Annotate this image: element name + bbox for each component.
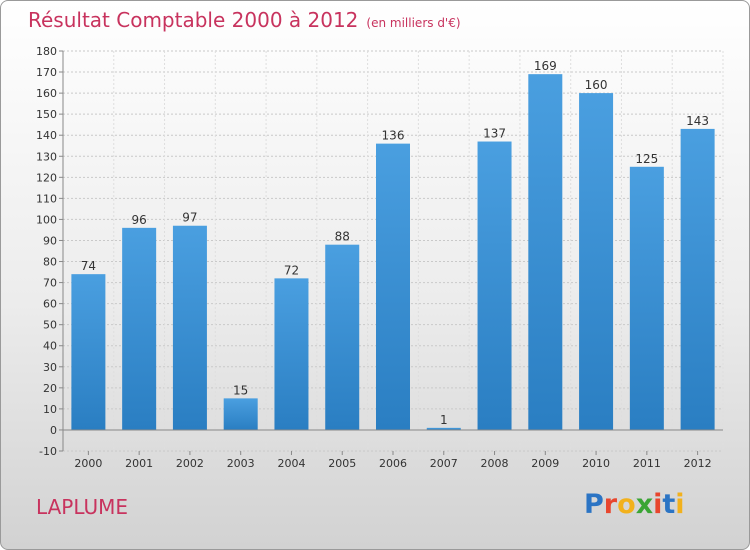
labels: -10 0 10 20 30 40 50 60 70 80 90 100 110 120 130 140 150… (36, 45, 712, 470)
bar (579, 93, 614, 430)
y-tick-label: 0 (50, 424, 57, 437)
y-tick-label: 130 (36, 150, 57, 163)
logo-letter: o (617, 489, 636, 520)
y-tick-label: 40 (43, 340, 57, 353)
logo-letter: t (662, 489, 676, 520)
bar (528, 74, 563, 430)
y-tick-label: 140 (36, 129, 57, 142)
x-tick-label: 2007 (430, 457, 458, 470)
bar (477, 141, 512, 430)
x-tick-label: 2008 (481, 457, 509, 470)
data-label: 1 (440, 413, 448, 427)
chart-subtitle: (en milliers d'€) (366, 16, 461, 30)
bar (172, 225, 207, 430)
logo-letter: i (653, 489, 663, 520)
y-tick-label: 160 (36, 87, 57, 100)
x-tick-label: 2009 (531, 457, 559, 470)
chart-title: Résultat Comptable 2000 à 2012 (en millie… (28, 8, 461, 32)
bar (122, 227, 157, 430)
bar (71, 274, 106, 430)
bar (426, 427, 461, 430)
logo-letter: P (584, 489, 604, 520)
bar (274, 278, 309, 430)
x-tick-label: 2004 (277, 457, 305, 470)
title-text: Résultat Comptable 2000 à 2012 (28, 8, 359, 32)
data-label: 97 (182, 211, 197, 225)
data-label: 143 (686, 114, 709, 128)
bar (223, 398, 258, 430)
logo-letter: i (675, 489, 685, 520)
bar (629, 166, 664, 430)
x-tick-label: 2003 (227, 457, 255, 470)
data-label: 96 (132, 213, 147, 227)
y-tick-label: 90 (43, 234, 57, 247)
axes (59, 50, 723, 455)
x-tick-label: 2012 (684, 457, 712, 470)
data-label: 72 (284, 263, 299, 277)
y-tick-label: 100 (36, 213, 57, 226)
data-label: 169 (534, 59, 557, 73)
logo-letter: r (603, 489, 618, 520)
x-tick-label: 2005 (328, 457, 356, 470)
bars (71, 74, 715, 430)
data-label: 15 (233, 383, 248, 397)
y-tick-label: 150 (36, 108, 57, 121)
y-tick-label: 20 (43, 382, 57, 395)
bar (325, 244, 360, 430)
y-tick-label: 120 (36, 171, 57, 184)
y-tick-label: 170 (36, 66, 57, 79)
logo-letter: x (635, 489, 654, 520)
data-label: 137 (483, 127, 506, 141)
data-label: 136 (382, 129, 405, 143)
x-tick-label: 2002 (176, 457, 204, 470)
x-tick-label: 2001 (125, 457, 153, 470)
bar (680, 128, 715, 430)
y-tick-label: 70 (43, 277, 57, 290)
y-tick-label: 50 (43, 319, 57, 332)
y-tick-label: 60 (43, 298, 57, 311)
x-tick-label: 2010 (582, 457, 610, 470)
data-label: 88 (335, 230, 350, 244)
x-tick-label: 2000 (74, 457, 102, 470)
commune-name: LAPLUME (36, 495, 129, 519)
y-tick-label: 110 (36, 192, 57, 205)
y-tick-label: 180 (36, 45, 57, 58)
y-tick-label: 30 (43, 361, 57, 374)
data-label: 125 (635, 152, 658, 166)
bar (376, 143, 410, 430)
data-label: 160 (585, 78, 608, 92)
x-tick-label: 2006 (379, 457, 407, 470)
y-tick-label: 80 (43, 256, 57, 269)
x-tick-label: 2011 (633, 457, 661, 470)
proxiti-logo[interactable]: Proxiti (584, 489, 685, 520)
data-label: 74 (81, 259, 96, 273)
y-tick-label: 10 (43, 403, 57, 416)
y-tick-label: -10 (39, 445, 57, 458)
